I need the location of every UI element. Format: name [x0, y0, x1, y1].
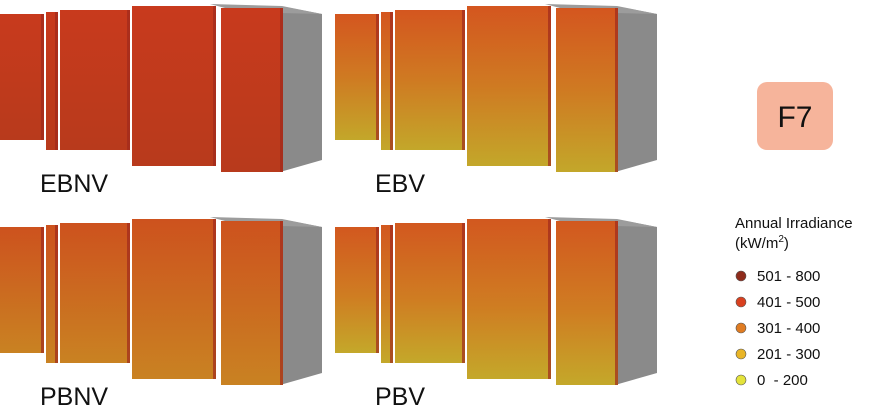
legend-swatch [736, 375, 746, 385]
facade-edge [462, 10, 465, 150]
facade-edge [390, 225, 393, 363]
building: EBV [335, 4, 657, 198]
figure: EBNV EBV PBNV PBV F7 Annual Irradiance (kW/… [0, 0, 883, 420]
panel-label: PBNV [40, 383, 108, 411]
facade [395, 10, 465, 150]
facade-edge [548, 6, 551, 166]
facade [395, 223, 465, 363]
facade-edge [615, 221, 618, 385]
facade [221, 8, 283, 172]
building-side [280, 6, 322, 172]
facade [335, 14, 379, 140]
legend-label: 501 - 800 [757, 268, 820, 285]
facade-edge [213, 219, 216, 379]
facade-edge [280, 221, 283, 385]
facade [0, 14, 44, 140]
building: PBNV [0, 217, 322, 411]
facade [556, 8, 618, 172]
facade [60, 223, 130, 363]
facade-edge [127, 223, 130, 363]
facade [335, 227, 379, 353]
legend-label: 301 - 400 [757, 320, 820, 337]
facade-edge [55, 225, 58, 363]
facade-edge [376, 14, 379, 140]
legend-unit-base: (kW/m [735, 235, 778, 252]
facade-edge [462, 223, 465, 363]
facade [467, 6, 551, 166]
badge: F7 [777, 101, 812, 134]
facade [60, 10, 130, 150]
facade [132, 219, 216, 379]
facade [0, 227, 44, 353]
facade-edge [390, 12, 393, 150]
legend-swatch [736, 297, 746, 307]
facade-edge [615, 8, 618, 172]
facade [221, 221, 283, 385]
legend-swatch [736, 271, 746, 281]
legend-label: 201 - 300 [757, 346, 820, 363]
facade-edge [548, 219, 551, 379]
facade-edge [280, 8, 283, 172]
facade [467, 219, 551, 379]
legend-unit-close: ) [784, 235, 789, 252]
legend-label: 0 - 200 [757, 372, 808, 389]
building-side [615, 6, 657, 172]
building-side [280, 219, 322, 385]
facade-edge [41, 14, 44, 140]
facade [556, 221, 618, 385]
building-side [615, 219, 657, 385]
panels: EBNV EBV PBNV PBV [0, 4, 657, 411]
facade-edge [55, 12, 58, 150]
facade-edge [41, 227, 44, 353]
facade-edge [213, 6, 216, 166]
legend: 501 - 800 401 - 500 301 - 400 201 - 300 0 - … [736, 268, 820, 389]
facade [132, 6, 216, 166]
building: EBNV [0, 4, 322, 198]
facade-edge [376, 227, 379, 353]
legend-title: Annual Irradiance [735, 215, 853, 232]
legend-label: 401 - 500 [757, 294, 820, 311]
panel-label: PBV [375, 383, 425, 411]
panel-label: EBV [375, 170, 425, 198]
building: PBV [335, 217, 657, 411]
panel-label: EBNV [40, 170, 108, 198]
facade-edge [127, 10, 130, 150]
legend-swatch [736, 323, 746, 333]
legend-swatch [736, 349, 746, 359]
legend-unit: (kW/m2) [735, 234, 789, 252]
